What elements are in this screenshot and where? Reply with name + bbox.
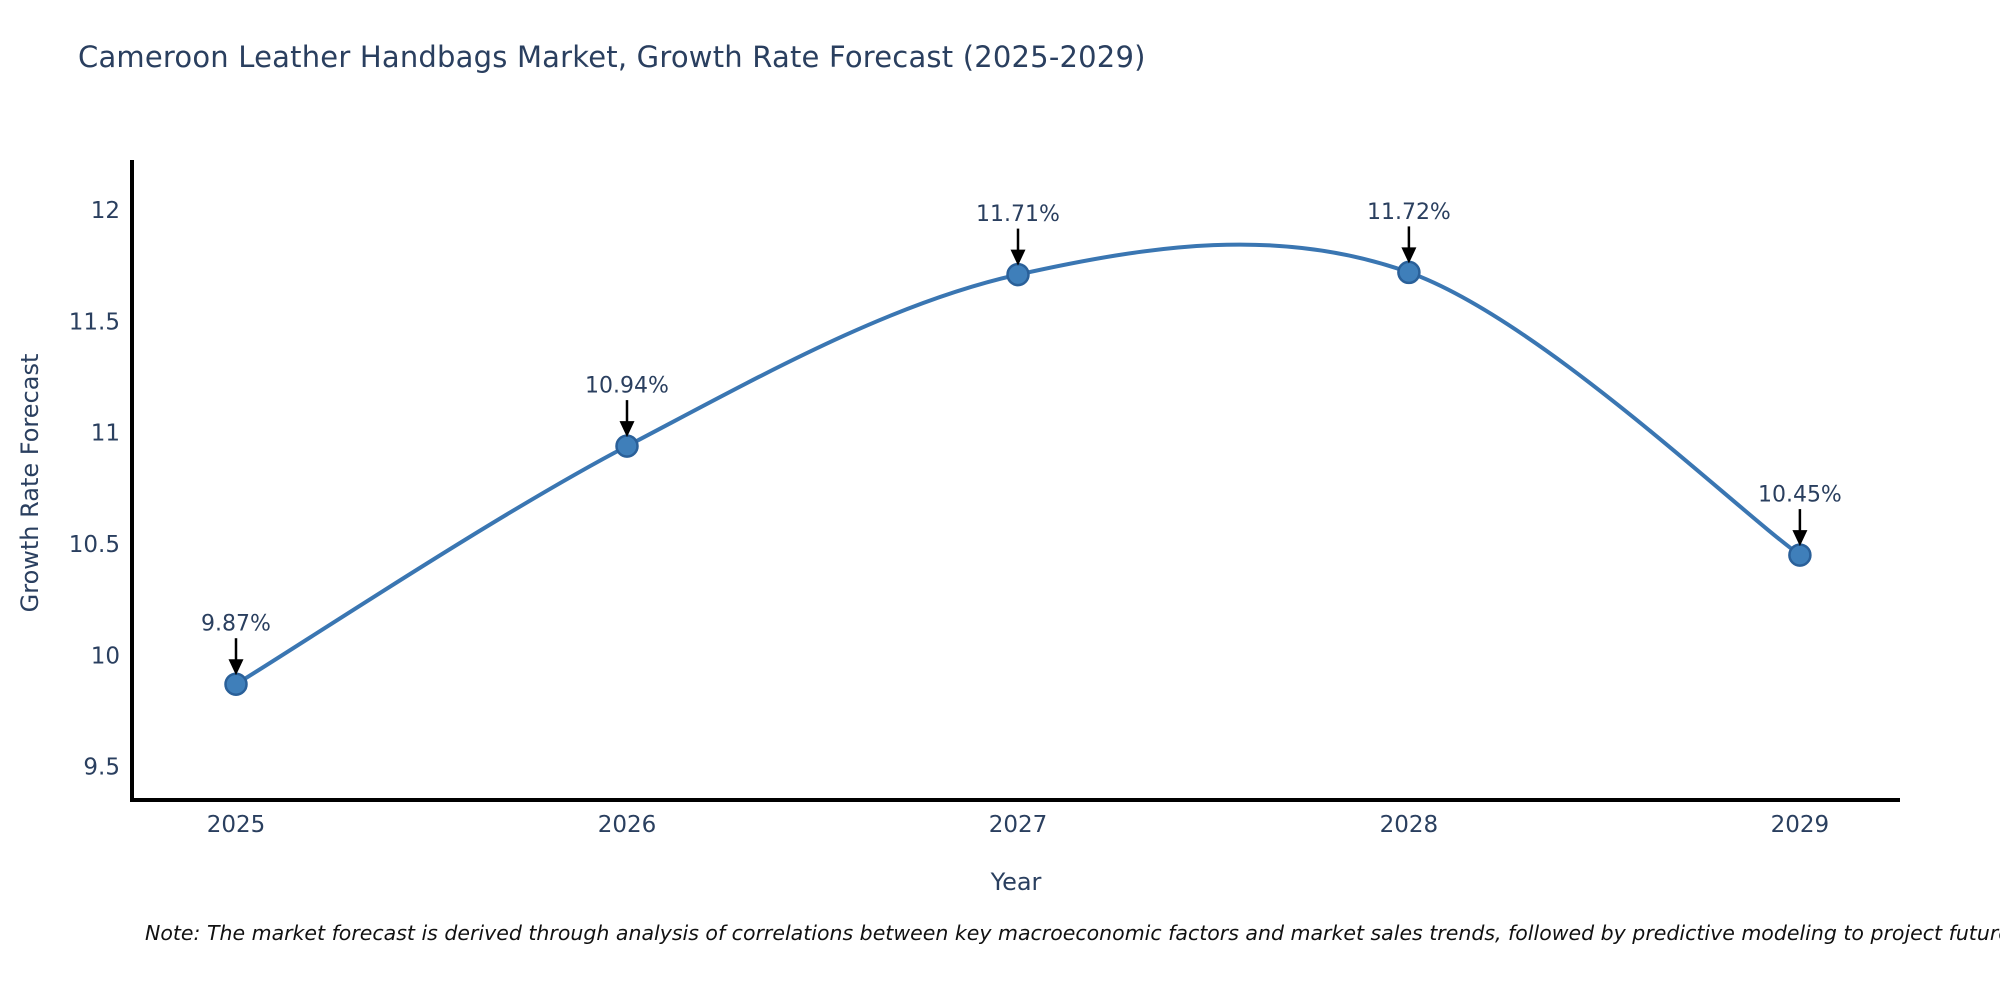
data-point-marker	[615, 434, 639, 458]
annotation-label: 9.87%	[201, 612, 271, 637]
x-tick-label: 2027	[989, 812, 1048, 838]
annotation-arrow-head	[1010, 249, 1026, 266]
data-point-marker	[1397, 260, 1421, 285]
forecast-line	[234, 242, 1802, 686]
annotation-label: 11.71%	[976, 202, 1060, 227]
y-tick-label: 10.5	[69, 532, 120, 558]
x-axis-title: Year	[990, 868, 1042, 896]
annotation-label: 10.94%	[585, 374, 669, 399]
data-point-marker	[1006, 262, 1030, 287]
annotation-label: 11.72%	[1367, 200, 1451, 225]
annotation-arrow-head	[228, 659, 244, 676]
data-point-marker	[1788, 543, 1812, 567]
footnote-text: Note: The market forecast is derived thr…	[145, 921, 2000, 945]
annotation-arrow-head	[619, 421, 635, 438]
y-tick-label: 9.5	[83, 755, 120, 781]
y-tick-label: 12	[91, 198, 120, 224]
annotation-arrow-head	[1401, 247, 1417, 264]
chart-title: Cameroon Leather Handbags Market, Growth…	[78, 40, 1146, 74]
y-tick-label: 11.5	[69, 309, 120, 335]
x-tick-label: 2029	[1771, 812, 1830, 838]
data-point-marker	[224, 672, 248, 696]
y-tick-label: 10	[91, 643, 120, 669]
y-axis-title: Growth Rate Forecast	[16, 354, 44, 613]
x-tick-label: 2026	[598, 812, 657, 838]
annotation-arrow-head	[1792, 530, 1808, 547]
x-tick-label: 2028	[1380, 812, 1439, 838]
annotation-label: 10.45%	[1758, 483, 1842, 508]
y-tick-label: 11	[91, 421, 120, 447]
x-tick-label: 2025	[207, 812, 266, 838]
